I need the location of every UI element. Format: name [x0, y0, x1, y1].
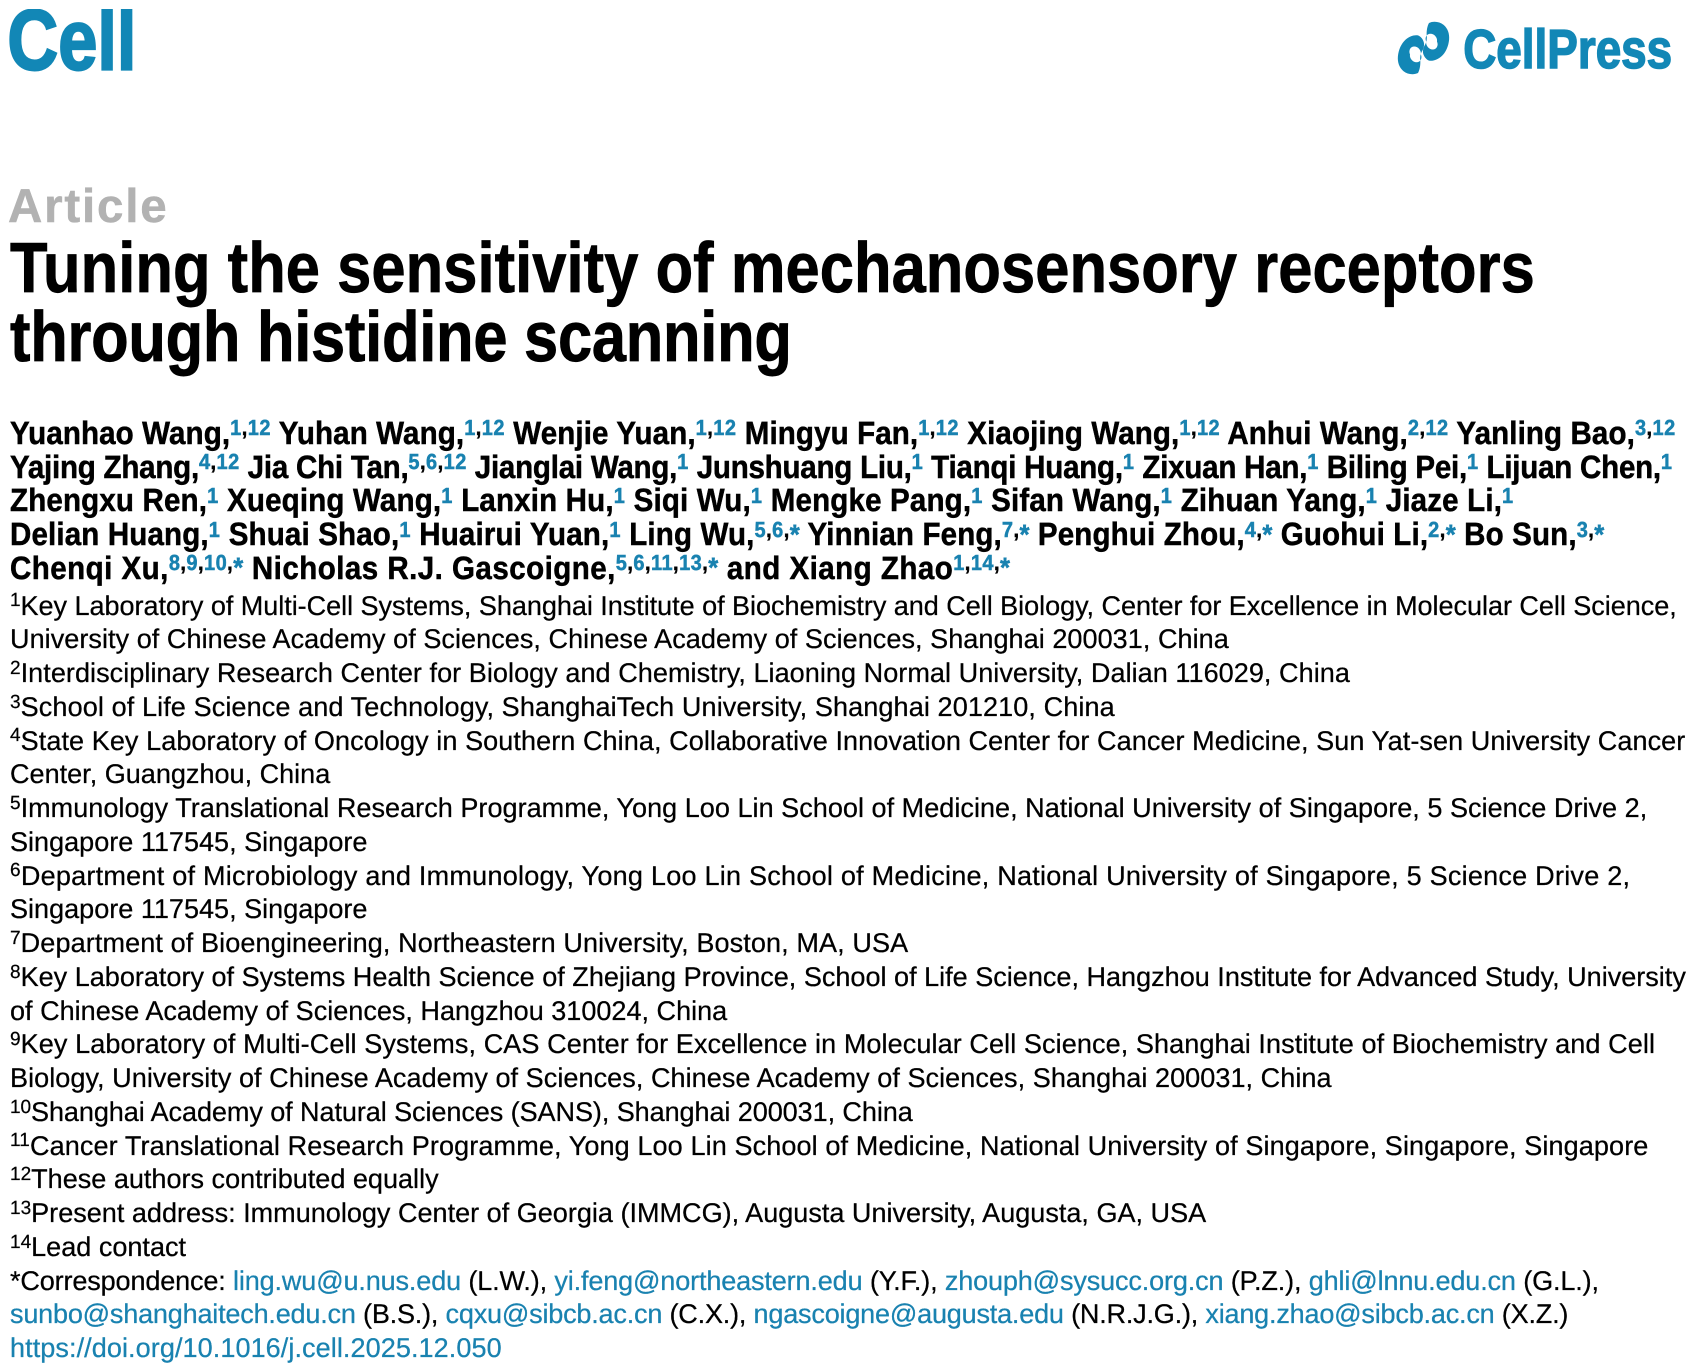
- svg-text:CellPress: CellPress: [1463, 20, 1672, 80]
- svg-text:Cell: Cell: [9, 9, 136, 88]
